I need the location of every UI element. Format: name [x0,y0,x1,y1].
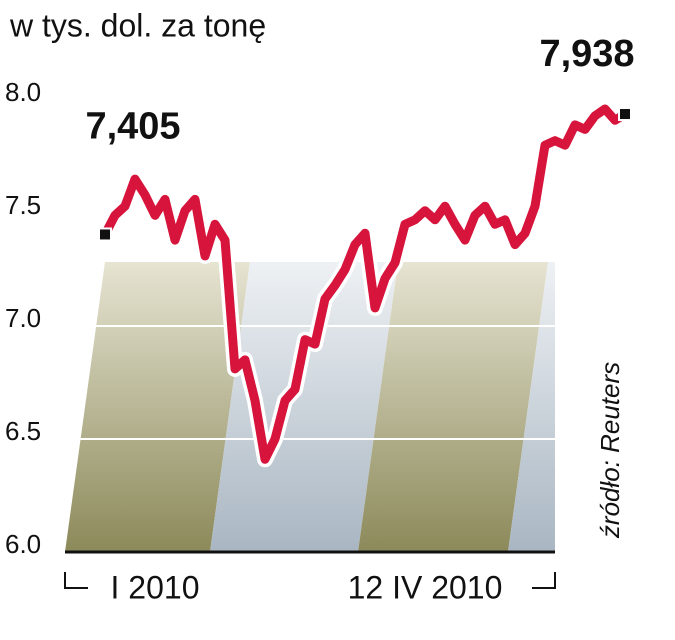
x-tick-label: I 2010 [111,569,200,605]
y-tick-label: 8.0 [5,77,41,107]
y-tick-label: 6.5 [5,416,41,446]
bracket [532,572,556,589]
line [101,104,628,464]
chart-title: w tys. dol. za tonę [9,7,266,43]
x-tick-label: 12 IV 2010 [348,569,503,605]
axes: 6.0 6.5 7.0 7.5 8.0 [5,77,555,559]
point-marker [618,107,632,122]
plot-background [65,262,555,552]
y-tick-label: 7.5 [5,190,41,220]
y-tick-label: 7.0 [5,303,41,333]
point-marker [98,227,112,242]
bracket [64,572,88,589]
annotation: 7,938 [539,33,634,75]
y-tick-label: 6.0 [5,529,41,559]
source: źródło: Reuters [595,362,625,539]
annotation: 7,405 [85,106,180,148]
